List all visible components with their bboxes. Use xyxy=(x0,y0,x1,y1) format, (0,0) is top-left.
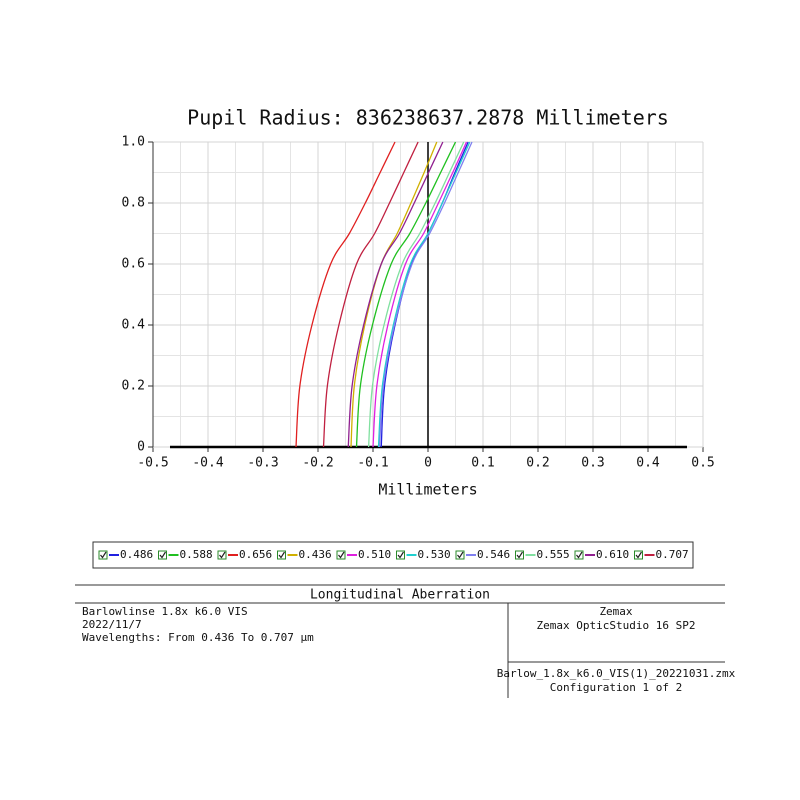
legend-label: 0.486 xyxy=(120,548,153,561)
legend-label: 0.610 xyxy=(596,548,629,561)
aberration-curve xyxy=(350,141,438,448)
aberration-curve xyxy=(355,141,457,448)
x-tick-label: 0.3 xyxy=(581,456,604,471)
legend-check xyxy=(457,551,464,559)
legend-label: 0.546 xyxy=(477,548,510,561)
legend-check xyxy=(159,551,167,559)
footer-text: Zemax OpticStudio 16 SP2 xyxy=(537,619,696,632)
legend-box xyxy=(92,541,694,569)
footer-text: 2022/11/7 xyxy=(82,618,142,631)
y-tick-label: 0.8 xyxy=(122,196,145,211)
legend-check xyxy=(516,551,524,559)
legend-checkbox xyxy=(217,550,227,560)
x-axis-label: Millimeters xyxy=(378,481,477,499)
chart-title: Pupil Radius: 836238637.2878 Millimeters xyxy=(187,106,669,130)
footer-text: Wavelengths: From 0.436 To 0.707 µm xyxy=(82,631,314,644)
x-tick-label: -0.4 xyxy=(192,456,223,471)
aberration-curve xyxy=(347,141,444,448)
y-tick-label: 0.4 xyxy=(122,318,146,333)
x-tick-label: -0.3 xyxy=(247,456,278,471)
legend-checkbox xyxy=(574,550,584,560)
legend-check xyxy=(635,551,643,559)
footer-text: Barlowlinse 1.8x k6.0 VIS xyxy=(82,605,248,618)
x-tick-label: -0.5 xyxy=(137,456,168,471)
legend-checkbox xyxy=(634,550,643,560)
legend-checkbox xyxy=(336,550,346,560)
legend-label: 0.436 xyxy=(299,548,332,561)
x-tick-label: 0 xyxy=(424,456,432,471)
legend-checkbox xyxy=(158,550,167,560)
legend-checkbox xyxy=(277,550,286,560)
legend-check xyxy=(219,551,226,559)
aberration-curve xyxy=(378,141,473,448)
aberration-curve xyxy=(367,141,465,448)
x-tick-label: 0.5 xyxy=(691,456,714,471)
y-tick-label: 0.2 xyxy=(122,379,145,394)
legend-label: 0.510 xyxy=(358,548,391,561)
aberration-curve xyxy=(377,141,471,448)
x-tick-label: 0.2 xyxy=(526,456,549,471)
legend-label: 0.555 xyxy=(537,548,570,561)
legend-check xyxy=(278,551,286,559)
y-tick-label: 0.6 xyxy=(122,257,145,272)
legend-check xyxy=(338,551,345,559)
x-tick-label: -0.1 xyxy=(357,456,388,471)
y-tick-label: 0 xyxy=(137,440,145,455)
legend-check xyxy=(576,551,583,559)
legend-label: 0.588 xyxy=(180,548,213,561)
x-tick-label: 0.1 xyxy=(471,456,494,471)
legend-label: 0.656 xyxy=(239,548,272,561)
legend-checkbox xyxy=(98,550,108,560)
footer-text: Barlow_1.8x_k6.0_VIS(1)_20221031.zmx xyxy=(497,667,736,680)
legend-checkbox xyxy=(396,550,405,560)
legend-checkbox xyxy=(455,550,465,560)
footer-title: Longitudinal Aberration xyxy=(310,588,490,603)
aberration-curve xyxy=(322,141,419,448)
aberration-curve xyxy=(295,141,396,448)
x-tick-label: 0.4 xyxy=(636,456,660,471)
legend-check xyxy=(397,551,405,559)
legend-check xyxy=(100,551,107,559)
aberration-curve xyxy=(372,141,468,448)
legend-label: 0.707 xyxy=(656,548,689,561)
legend-label: 0.530 xyxy=(418,548,451,561)
x-tick-label: -0.2 xyxy=(302,456,333,471)
footer-text: Zemax xyxy=(599,605,632,618)
y-tick-label: 1.0 xyxy=(122,135,145,150)
footer-text: Configuration 1 of 2 xyxy=(550,681,682,694)
legend-checkbox xyxy=(515,550,524,560)
